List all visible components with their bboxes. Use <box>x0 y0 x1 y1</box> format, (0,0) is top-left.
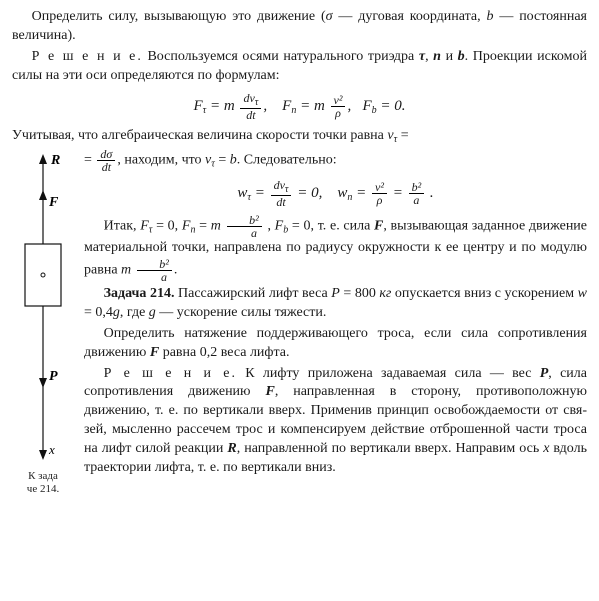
sym-g: g <box>149 305 156 320</box>
text: , т. е. сила <box>311 219 374 234</box>
text: . <box>174 263 178 278</box>
heading-problem: Задача 214. <box>104 286 175 301</box>
paragraph-therefore: Итак, Fτ = 0, Fn = m b²a , Fb = 0, т. е.… <box>12 214 587 283</box>
paragraph-find-tension: Определить натяжение поддерживающего тро… <box>12 325 587 363</box>
sym-F2: F <box>150 345 159 360</box>
paragraph-solution-2: Р е ш е н и е. К лифту приложена задавае… <box>12 365 587 478</box>
text: , направлен­ной по вертикали вверх. Напр… <box>237 441 543 456</box>
text: Учитывая, что алгебраическая величина ск… <box>12 128 387 143</box>
figure-caption: К зада­ че 214. <box>12 470 74 496</box>
heading-solution-2: Р е ш е н и е. <box>104 366 237 381</box>
formula-2: wτ = dvτdt = 0, wn = v²ρ = b²a . <box>12 179 587 208</box>
sym-b2: b <box>458 49 465 64</box>
label-F: F <box>48 195 59 210</box>
text: опу­скается вниз с ускорением <box>391 286 577 301</box>
paragraph-dsdt: = dσdt, находим, что vτ = b. Следователь… <box>12 148 587 173</box>
sym-n: n <box>433 49 441 64</box>
label-P: P <box>49 369 58 384</box>
paragraph-solution-1: Р е ш е н и е. Воспользуемся осями натур… <box>12 48 587 86</box>
text: Итак, <box>104 219 141 234</box>
page-root: Определить силу, вызывающую это движение… <box>0 0 599 504</box>
sym-P: P <box>540 366 549 381</box>
text: , находим, что <box>117 153 205 168</box>
sym-F: F <box>374 219 383 234</box>
diagram-svg: R F P x <box>13 148 73 468</box>
paragraph-problem-214: Задача 214. Пассажирский лифт веса P = 8… <box>12 285 587 323</box>
text: Воспользуемся осями натурального триэдра <box>143 49 419 64</box>
paragraph-considering: Учитывая, что алгебраическая величина ск… <box>12 127 587 147</box>
figure-214: R F P x К зада­ че 214. <box>12 148 74 496</box>
text: — ускорение силы тяжести. <box>156 305 327 320</box>
sym-R: R <box>227 441 236 456</box>
formula-1: Fτ = m dvτdt, Fn = m v²ρ, Fb = 0. <box>12 92 587 121</box>
sym-tau: τ <box>419 49 425 64</box>
text: К зада­ <box>28 470 58 482</box>
sym-F3: F <box>265 384 274 399</box>
text: , где <box>120 305 149 320</box>
text: Определить силу, вызывающую это движение… <box>32 9 326 24</box>
label-R: R <box>50 153 60 168</box>
text: Пассажирский лифт веса <box>174 286 331 301</box>
heading-solution: Р е ш е н и е. <box>32 49 143 64</box>
text: . Следовательно: <box>237 153 337 168</box>
text: равна 0,2 веса лифта. <box>159 345 289 360</box>
text: че 214. <box>27 483 59 495</box>
label-x: x <box>48 442 55 457</box>
paragraph-define-force: Определить силу, вызывающую это движение… <box>12 8 587 46</box>
sym-sigma: σ <box>326 9 333 24</box>
text: — дуговая коор­дината, <box>333 9 487 24</box>
text: К лифту приложена задаваемая сила — вес <box>237 366 540 381</box>
